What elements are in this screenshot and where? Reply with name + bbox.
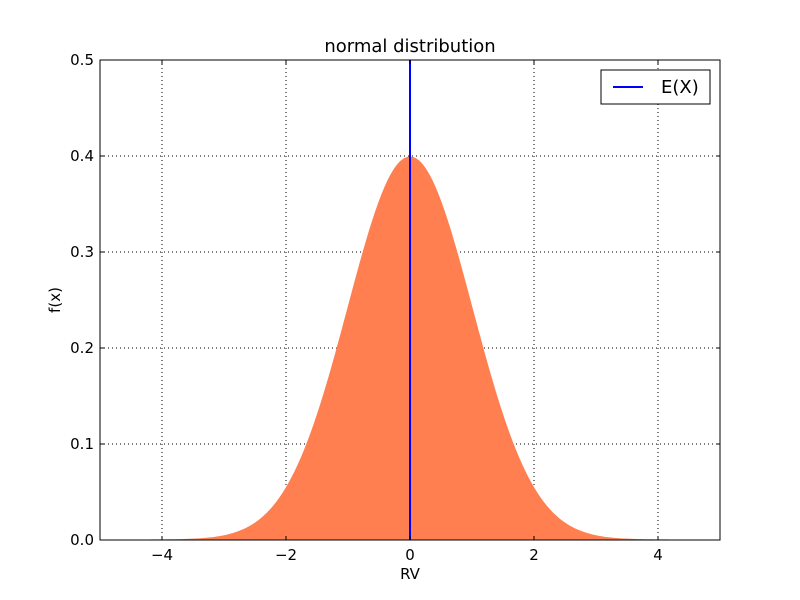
x-axis-label: RV (400, 565, 421, 583)
x-tick-label: 0 (405, 546, 415, 564)
chart-title: normal distribution (324, 36, 495, 57)
y-tick-label: 0.0 (70, 531, 94, 549)
y-tick-label: 0.4 (70, 147, 94, 165)
y-tick-label: 0.3 (70, 243, 94, 261)
x-tick-label: −2 (275, 546, 297, 564)
y-tick-label: 0.2 (70, 339, 94, 357)
ticks-layer: −4 −2 0 2 4 0.0 0.1 0.2 0.3 0.4 0.5 (70, 51, 720, 564)
x-tick-label: 4 (653, 546, 663, 564)
y-axis-label: f(x) (46, 287, 64, 313)
x-tick-label: 2 (529, 546, 539, 564)
legend-label-ex: E(X) (661, 77, 699, 98)
y-tick-label: 0.1 (70, 435, 94, 453)
data-layer (100, 60, 720, 541)
y-tick-label: 0.5 (70, 51, 94, 69)
legend: E(X) (600, 69, 711, 105)
x-tick-label: −4 (151, 546, 173, 564)
